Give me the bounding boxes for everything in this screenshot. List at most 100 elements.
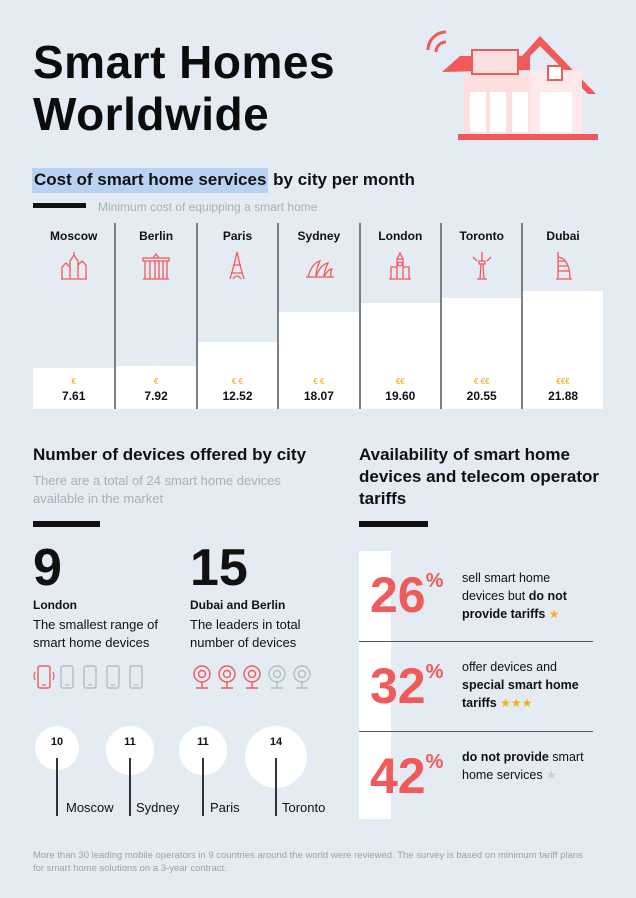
city-name: Berlin bbox=[139, 229, 174, 243]
availability-panel: 26% sell smart home devices but do not pr… bbox=[359, 551, 593, 819]
percentage-sign: % bbox=[425, 570, 444, 592]
device-icon-slot bbox=[290, 664, 314, 695]
percentage-sign: % bbox=[425, 751, 444, 773]
dot-city-label: Moscow bbox=[66, 800, 114, 815]
title-line-1: Smart Homes bbox=[33, 36, 336, 88]
cost-value-label: 7.61 bbox=[62, 389, 86, 403]
device-icon-slot bbox=[102, 664, 124, 695]
price-tier-label: €€€ bbox=[556, 377, 570, 386]
description-text: offer devices and bbox=[462, 660, 557, 674]
availability-row: 26% sell smart home devices but do not pr… bbox=[359, 551, 593, 641]
rating-star-icon: ★ bbox=[542, 768, 557, 782]
camera-icon bbox=[243, 665, 261, 689]
landmark-icon-wrapper bbox=[59, 251, 89, 286]
availability-row-strip bbox=[359, 551, 391, 641]
device-count-value: 11 bbox=[124, 736, 136, 748]
cost-value-label: 7.92 bbox=[144, 389, 168, 403]
dot-stem bbox=[56, 758, 58, 816]
dot-city-label: Toronto bbox=[282, 800, 326, 815]
smart-house-icon bbox=[426, 30, 598, 140]
city-column-sydney: Sydney € € 18.07 bbox=[277, 223, 359, 409]
percentage-sign: % bbox=[425, 661, 444, 683]
percentage-number: 26 bbox=[370, 567, 426, 623]
availability-description: sell smart home devices but do not provi… bbox=[462, 569, 594, 623]
phone-icons-row bbox=[33, 664, 148, 695]
availability-row: 42% do not provide smart home services ★ bbox=[359, 731, 593, 819]
min-devices-number: 9 bbox=[33, 539, 62, 597]
heading-underline bbox=[33, 203, 86, 208]
cost-value-label: 18.07 bbox=[303, 389, 334, 403]
city-name: Paris bbox=[222, 229, 253, 243]
max-devices-description: The leaders in total number of devices bbox=[190, 617, 301, 650]
availability-row-strip bbox=[359, 732, 391, 819]
brandenburg-gate-icon bbox=[142, 252, 170, 280]
dot-city-label: Paris bbox=[210, 800, 240, 815]
cost-heading-rest: by city per month bbox=[268, 170, 415, 189]
city-column-paris: Paris € € 12.52 bbox=[195, 223, 278, 409]
max-devices-number: 15 bbox=[190, 539, 248, 597]
cost-value-label: 19.60 bbox=[385, 389, 416, 403]
cost-bar bbox=[360, 303, 440, 409]
description-bold-text: do not provide tariffs bbox=[462, 589, 567, 621]
max-devices-block: 15 Dubai and Berlin The leaders in total… bbox=[190, 540, 340, 652]
kremlin-icon bbox=[60, 252, 87, 280]
cost-bar bbox=[33, 368, 115, 409]
devices-dot-plot: 10 Moscow 11 Sydney 11 Paris 14 Toronto bbox=[0, 720, 340, 820]
cost-bar bbox=[197, 341, 278, 409]
percentage-number: 42 bbox=[370, 748, 426, 804]
min-devices-description: The smallest range of smart home devices bbox=[33, 617, 159, 650]
device-icon-slot bbox=[56, 664, 78, 695]
price-tier-label: € bbox=[153, 377, 159, 386]
cost-subtitle: Minimum cost of equipping a smart home bbox=[98, 200, 318, 214]
availability-row: 32% offer devices and special smart home … bbox=[359, 641, 593, 731]
camera-icon bbox=[218, 665, 236, 689]
min-devices-block: 9 London The smallest range of smart hom… bbox=[33, 540, 183, 652]
landmark-icon-wrapper bbox=[304, 251, 334, 286]
camera-icons-row bbox=[190, 664, 315, 695]
big-ben-icon bbox=[389, 251, 412, 280]
device-icon-slot bbox=[79, 664, 101, 695]
availability-percentage: 42% bbox=[370, 748, 443, 804]
price-tier-label: € €€ bbox=[473, 377, 490, 386]
price-tier-label: € bbox=[71, 377, 76, 386]
dot-stem bbox=[202, 758, 204, 816]
devices-underline bbox=[33, 521, 100, 527]
city-name: Dubai bbox=[546, 229, 580, 243]
opera-house-icon bbox=[305, 260, 334, 278]
description-bold-text: do not provide bbox=[462, 750, 549, 764]
percentage-number: 32 bbox=[370, 658, 426, 714]
cost-value-label: 21.88 bbox=[548, 389, 579, 403]
city-column-berlin: Berlin €7.92 bbox=[114, 223, 196, 409]
title-line-2: Worldwide bbox=[33, 88, 270, 140]
cost-heading-highlight: Cost of smart home services bbox=[32, 168, 269, 193]
city-column-toronto: Toronto € €€ 20.55 bbox=[440, 223, 522, 409]
availability-description: offer devices and special smart home tar… bbox=[462, 658, 594, 712]
burj-al-arab-icon bbox=[556, 252, 573, 280]
price-tier-label: € € bbox=[231, 377, 244, 386]
phone-icon bbox=[106, 665, 120, 689]
devices-heading: Number of devices offered by city bbox=[33, 445, 307, 464]
camera-icon bbox=[268, 665, 286, 689]
eiffel-tower-icon bbox=[229, 251, 246, 280]
price-tier-label: € € bbox=[313, 377, 325, 386]
city-name: Moscow bbox=[50, 229, 98, 243]
device-count-dot: 10 bbox=[35, 726, 79, 770]
dot-city-label: Sydney bbox=[136, 800, 180, 815]
city-column-dubai: Dubai €€€ 21.88 bbox=[521, 223, 603, 409]
availability-percentage: 26% bbox=[370, 567, 443, 623]
cn-tower-icon bbox=[472, 252, 492, 280]
cost-value-label: 12.52 bbox=[222, 389, 253, 403]
landmark-icon-wrapper bbox=[141, 251, 171, 286]
rating-star-icon: ★★★ bbox=[496, 696, 533, 710]
cost-bar bbox=[116, 366, 196, 409]
device-icon-slot bbox=[125, 664, 147, 695]
cost-heading: Cost of smart home services by city per … bbox=[32, 168, 415, 193]
cost-bar bbox=[442, 298, 522, 409]
city-name: Sydney bbox=[297, 229, 341, 243]
phone-icon bbox=[60, 665, 74, 689]
landmark-icon-wrapper bbox=[548, 251, 578, 286]
devices-subtitle: There are a total of 24 smart home devic… bbox=[33, 473, 281, 506]
city-column-moscow: Moscow €7.61 bbox=[33, 223, 115, 409]
device-count-value: 10 bbox=[50, 736, 64, 748]
device-icon-slot bbox=[33, 664, 55, 695]
